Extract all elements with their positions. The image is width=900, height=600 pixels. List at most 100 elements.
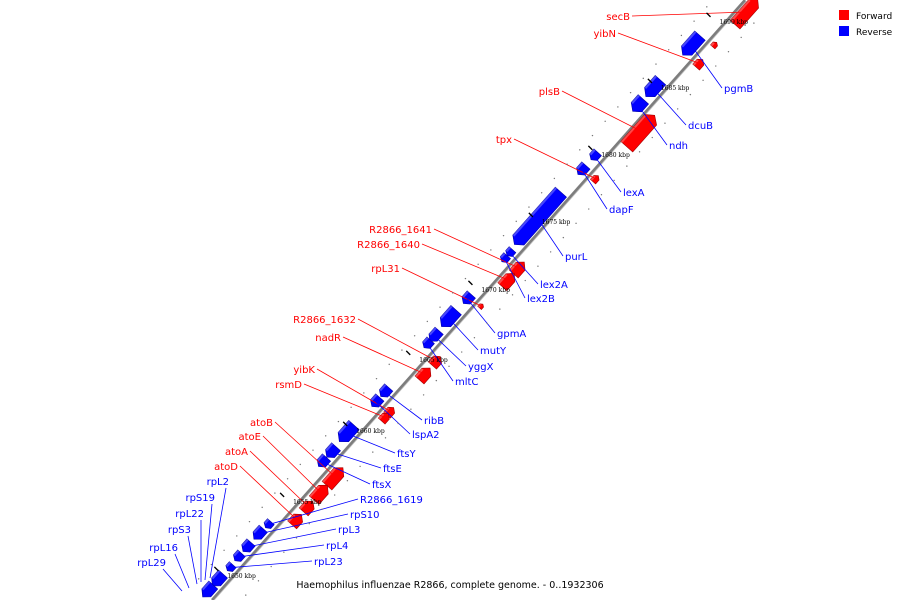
- leader-lspA2: [375, 401, 411, 435]
- minor-tick-left: [435, 379, 438, 382]
- leader-rpL29: [162, 568, 183, 592]
- leader-rpS19: [204, 503, 213, 581]
- minor-tick-right: [540, 192, 543, 194]
- minor-tick-right: [350, 406, 352, 408]
- reverse-gene-mltC: [422, 336, 435, 349]
- minor-tick-left: [613, 179, 615, 182]
- leader-gpmA: [467, 298, 496, 334]
- gene-label-plsB: plsB: [539, 87, 560, 98]
- leader-plsB: [561, 90, 641, 132]
- gene-label-rpS19: rpS19: [185, 493, 215, 504]
- gene-label-secB: secB: [606, 12, 630, 23]
- minor-tick-left: [245, 594, 247, 596]
- leader-R2866_1641: [433, 228, 520, 269]
- gene-label-yggX: yggX: [468, 362, 494, 373]
- gene-labels: secByibNplsBtpxR2866_1641R2866_1640rpL31…: [137, 12, 753, 569]
- reverse-gene-yggX: [428, 326, 444, 342]
- minor-tick-left: [321, 508, 323, 511]
- gene-label-tpx: tpx: [496, 135, 512, 146]
- reverse-gene-unlabeled-1: [201, 580, 219, 598]
- minor-tick-right: [388, 363, 390, 366]
- gene-label-rpL3: rpL3: [338, 525, 360, 536]
- reverse-gene-lex2B: [500, 252, 511, 263]
- minor-tick-right: [477, 263, 479, 265]
- minor-tick-left: [372, 451, 374, 453]
- minor-tick-right: [452, 292, 454, 294]
- minor-tick-left: [537, 265, 539, 267]
- reverse-gene-pgmB: [681, 30, 706, 56]
- leader-rsmD: [303, 383, 386, 418]
- minor-tick-right: [515, 220, 517, 223]
- gene-label-rpL23: rpL23: [314, 557, 343, 568]
- minor-tick-left: [689, 93, 692, 96]
- reverse-gene-dapF: [576, 161, 591, 176]
- leader-purL: [537, 218, 564, 257]
- minor-tick-right: [706, 6, 708, 8]
- minor-tick-left: [600, 194, 603, 196]
- forward-gene-nadR: [414, 367, 432, 385]
- minor-tick-right: [426, 320, 429, 323]
- minor-tick-right: [312, 449, 314, 451]
- minor-tick-right: [464, 277, 467, 280]
- minor-tick-right: [286, 478, 289, 480]
- gene-label-atoD: atoD: [214, 462, 238, 473]
- leader-ftsY: [346, 432, 396, 454]
- leader-nadR: [342, 336, 425, 375]
- minor-tick-left: [676, 108, 679, 110]
- minor-tick-left: [359, 465, 361, 468]
- minor-tick-right: [490, 249, 492, 251]
- legend-reverse-swatch: [839, 26, 849, 36]
- gene-label-lex2A: lex2A: [540, 280, 568, 291]
- kbp-tick-label: 1665 kbp: [419, 357, 448, 364]
- forward-gene-secB: [729, 0, 759, 30]
- gene-label-R2866_1619: R2866_1619: [360, 495, 423, 506]
- kbp-tick-label: 1655 kbp: [293, 499, 322, 506]
- reverse-gene-lex2A: [505, 246, 517, 257]
- gene-label-nadR: nadR: [315, 333, 341, 344]
- gene-label-ftsY: ftsY: [397, 449, 416, 460]
- gene-label-ndh: ndh: [669, 141, 688, 152]
- legend-reverse-label: Reverse: [856, 28, 893, 38]
- kbp-tick-label: 1680 kbp: [601, 152, 630, 159]
- gene-label-gpmA: gpmA: [497, 329, 526, 340]
- gene-label-ribB: ribB: [424, 416, 444, 427]
- label-leader-lines: [162, 11, 747, 592]
- forward-gene-atoE: [308, 484, 329, 505]
- minor-tick-left: [664, 122, 666, 124]
- minor-tick-right: [629, 91, 632, 94]
- minor-tick-right: [236, 535, 238, 537]
- gene-label-R2866_1641: R2866_1641: [369, 225, 432, 236]
- minor-tick-right: [375, 377, 378, 380]
- legend-forward-swatch: [839, 10, 849, 20]
- kbp-tick-label: 1675 kbp: [542, 219, 571, 226]
- minor-tick-right: [248, 520, 251, 523]
- leader-rpS3: [187, 535, 198, 585]
- reverse-gene-lexA: [589, 148, 602, 161]
- kbp-tick-mark: [587, 145, 593, 151]
- kbp-tick-label: 1685 kbp: [661, 85, 690, 92]
- reverse-gene-lspA2: [370, 393, 385, 408]
- minor-tick-right: [197, 578, 200, 580]
- reverse-gene-ndh: [630, 94, 650, 113]
- gene-label-rpL4: rpL4: [326, 541, 348, 552]
- gene-label-rpL2: rpL2: [207, 477, 229, 488]
- kbp-tick-label: 1650 kbp: [227, 573, 256, 580]
- reverse-gene-purL: [512, 186, 567, 246]
- gene-label-atoA: atoA: [225, 447, 248, 458]
- leader-atoA: [249, 450, 309, 507]
- genome-caption: Haemophilus influenzae R2866, complete g…: [296, 580, 603, 591]
- leader-lex2B: [504, 258, 526, 299]
- kbp-tick-mark: [405, 350, 411, 356]
- leader-ndh: [637, 105, 668, 146]
- minor-tick-right: [579, 149, 581, 151]
- minor-tick-right: [667, 49, 670, 51]
- minor-tick-left: [562, 236, 565, 239]
- leader-tpx: [513, 138, 596, 180]
- minor-tick-left: [588, 208, 590, 210]
- gene-label-lspA2: lspA2: [412, 430, 440, 441]
- kbp-tick-mark: [706, 12, 711, 18]
- leader-rpL3: [246, 528, 337, 548]
- minor-tick-left: [638, 151, 641, 153]
- minor-tick-left: [524, 279, 526, 282]
- leader-secB: [631, 11, 747, 17]
